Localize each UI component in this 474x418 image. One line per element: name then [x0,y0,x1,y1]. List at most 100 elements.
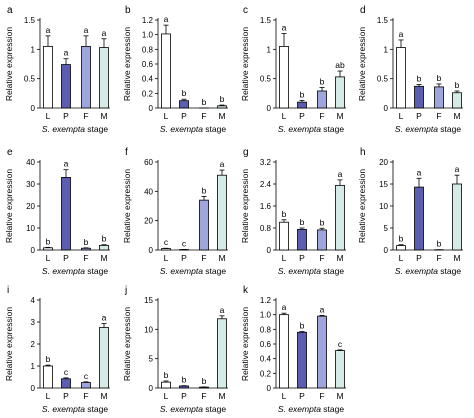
bar-M [335,184,345,251]
category-label: M [336,391,343,401]
significance-letter: b [282,209,287,219]
x-axis-label-species: S. exempta [42,124,85,134]
category-label: P [181,253,187,263]
category-label: F [201,253,206,263]
category-label: P [63,253,69,263]
category-label: M [218,111,225,121]
significance-letter: c [182,238,187,248]
category-label: P [416,111,422,121]
panel-letter: j [124,285,127,296]
y-tick-label: 0.5 [24,75,36,84]
bar-P [414,85,424,109]
y-tick-label: 15 [144,296,153,305]
category-label: F [201,391,206,401]
x-axis-label-species: S. exempta [278,404,321,414]
y-tick-label: 0 [149,384,154,393]
y-tick-label: 0.5 [377,75,389,84]
y-tick-label: 0.4 [260,355,272,364]
y-tick-label: 1.5 [24,16,36,25]
y-tick-label: 10 [26,224,35,233]
y-axis-label: Relative expression [122,169,132,243]
bar-L [279,46,289,109]
significance-letter: b [202,185,207,195]
y-tick-label: 5 [149,355,154,364]
category-label: M [218,253,225,263]
panel-letter: g [243,147,249,158]
bar-L [161,248,171,251]
x-axis-label-species: S. exempta [160,124,203,134]
panel-letter: i [7,285,9,296]
panel-letter: f [125,147,128,158]
category-label: L [282,253,287,263]
category-label: L [282,111,287,121]
significance-letter: a [338,169,343,179]
category-label: M [100,391,107,401]
y-tick-label: 60 [144,158,153,167]
category-label: P [63,391,69,401]
category-label: F [83,253,88,263]
y-axis-label: Relative expression [4,307,14,381]
category-label: L [282,391,287,401]
y-tick-label: 0 [31,246,36,255]
bar-P [61,378,71,389]
x-axis-label-suffix: stage [85,404,108,414]
y-tick-label: 10 [144,325,153,334]
significance-letter: a [164,14,169,24]
significance-letter: a [84,25,89,35]
y-tick-label: 0.8 [260,325,272,334]
y-tick-label: 0 [149,246,154,255]
panel-letter: b [125,5,131,16]
significance-letter: a [282,22,287,32]
significance-letter: b [320,76,325,86]
category-label: P [299,253,305,263]
y-tick-label: 1.5 [260,16,272,25]
panel-letter: h [360,147,366,158]
y-tick-label: 2 [31,340,36,349]
y-tick-label: 1.0 [142,31,154,40]
bar-M [335,76,345,109]
category-label: P [181,391,187,401]
x-axis-label: S. exempta stage [160,266,226,276]
bar-P [297,331,307,389]
y-tick-label: 1 [31,45,36,54]
bar-M [99,327,109,389]
x-axis-label-suffix: stage [203,266,226,276]
significance-letter: a [102,313,107,323]
category-label: P [299,111,305,121]
bar-P [414,186,424,251]
significance-letter: b [437,73,442,83]
category-label: L [399,111,404,121]
x-axis-label: S. exempta stage [42,124,108,134]
y-tick-label: 3 [31,318,36,327]
category-label: F [436,111,441,121]
category-label: M [336,253,343,263]
y-tick-label: 20 [379,158,388,167]
x-axis-label-species: S. exempta [160,404,203,414]
y-axis-label: Relative expression [4,169,14,243]
category-label: F [319,253,324,263]
panel-letter: c [243,5,248,16]
y-tick-label: 30 [26,180,35,189]
bar-P [179,100,189,109]
significance-letter: b [455,80,460,90]
y-tick-label: 0 [149,104,154,113]
significance-letter: b [46,354,51,364]
bar-L [43,365,53,389]
y-tick-label: 0 [267,246,272,255]
y-tick-label: 1 [384,45,389,54]
panel-d: d Relative expression 0 0.5 1 1.5 a Lb Pb Fb M S. e… [357,5,463,134]
significance-letter: a [455,164,460,174]
category-label: M [218,391,225,401]
category-label: L [46,253,51,263]
significance-letter: b [437,239,442,249]
y-tick-label: 1.2 [260,296,272,305]
category-label: P [416,253,422,263]
bar-M [99,244,109,251]
y-tick-label: 1 [267,45,272,54]
bar-M [217,105,227,109]
category-label: L [164,253,169,263]
bar-M [452,92,462,109]
bar-F [81,382,91,389]
